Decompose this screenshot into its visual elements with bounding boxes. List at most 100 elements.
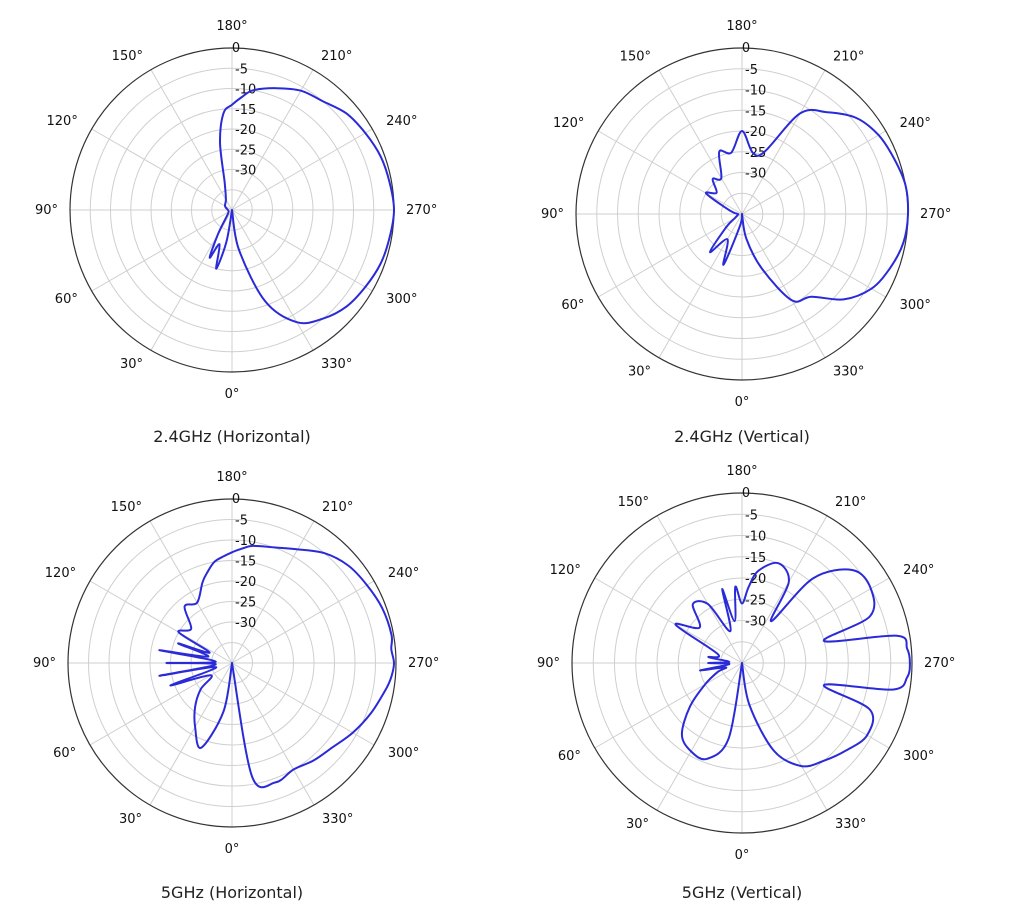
angle-tick-label: 90° xyxy=(33,656,56,671)
angle-tick-label: 90° xyxy=(537,656,560,671)
grid-spoke xyxy=(741,515,828,664)
angle-tick-label: 180° xyxy=(726,464,757,479)
radial-tick-label: -25 xyxy=(235,143,256,158)
angle-tick-label: 180° xyxy=(726,19,757,34)
radial-tick-label: -5 xyxy=(745,63,758,78)
angle-tick-label: 180° xyxy=(216,19,247,34)
radial-tick-label: -10 xyxy=(235,83,256,98)
grid-spoke xyxy=(231,662,375,746)
angle-tick-label: 150° xyxy=(620,49,651,64)
radial-tick-label: 0 xyxy=(742,41,750,56)
radial-tick-label: -30 xyxy=(235,616,256,631)
radial-tick-label: -10 xyxy=(745,530,766,545)
radial-tick-label: -15 xyxy=(745,104,766,119)
radiation-pattern-trace xyxy=(705,108,910,303)
angle-tick-label: 120° xyxy=(45,566,76,581)
angle-tick-label: 270° xyxy=(920,207,951,222)
grid-spoke xyxy=(231,580,375,664)
angle-tick-label: 0° xyxy=(735,848,750,863)
angle-tick-label: 150° xyxy=(111,500,142,515)
angle-tick-label: 0° xyxy=(735,395,750,410)
grid-spoke xyxy=(741,213,826,359)
angle-tick-label: 0° xyxy=(225,842,240,857)
radial-tick-label: -15 xyxy=(235,555,256,570)
grid-spoke xyxy=(594,662,743,749)
grid-spoke xyxy=(231,520,315,664)
grid-spoke xyxy=(741,577,890,664)
radial-tick-label: -5 xyxy=(745,508,758,523)
grid-spoke xyxy=(231,662,315,806)
radial-tick-label: -25 xyxy=(235,596,256,611)
grid-spoke xyxy=(741,662,890,749)
grid-spoke xyxy=(656,662,743,811)
angle-tick-label: 210° xyxy=(835,495,866,510)
radial-tick-label: -20 xyxy=(745,125,766,140)
angle-tick-label: 60° xyxy=(561,298,584,313)
radiation-pattern-trace xyxy=(158,544,395,789)
grid-spoke xyxy=(597,213,743,298)
grid-spoke xyxy=(658,69,743,215)
angle-tick-label: 60° xyxy=(558,749,581,764)
angle-tick-label: 240° xyxy=(900,116,931,131)
angle-tick-label: 30° xyxy=(626,817,649,832)
polar-frame xyxy=(67,498,397,828)
radial-tick-label: -5 xyxy=(235,62,248,77)
angle-tick-label: 30° xyxy=(628,365,651,380)
grid-spoke xyxy=(741,69,826,215)
radial-tick-label: -25 xyxy=(745,593,766,608)
angle-tick-label: 270° xyxy=(924,656,955,671)
caption-5ghz-horizontal: 5GHz (Horizontal) xyxy=(160,883,304,902)
caption-5ghz-vertical: 5GHz (Vertical) xyxy=(681,883,803,902)
radial-tick-label: 0 xyxy=(232,492,240,507)
grid-spoke xyxy=(149,662,233,806)
radiation-pattern-trace xyxy=(208,87,395,325)
grid-spoke xyxy=(149,520,233,664)
angle-tick-label: 240° xyxy=(386,114,417,129)
angle-tick-label: 120° xyxy=(47,114,78,129)
radial-tick-label: -10 xyxy=(745,84,766,99)
radial-tick-label: -15 xyxy=(235,103,256,118)
angle-tick-label: 210° xyxy=(322,500,353,515)
angle-tick-label: 270° xyxy=(408,656,439,671)
angle-tick-label: 60° xyxy=(55,292,78,307)
angle-tick-label: 30° xyxy=(120,357,143,372)
grid-spoke xyxy=(656,515,743,664)
angle-tick-label: 210° xyxy=(321,49,352,64)
radial-tick-label: -15 xyxy=(745,551,766,566)
grid-spoke xyxy=(741,662,828,811)
caption-24ghz-horizontal: 2.4GHz (Horizontal) xyxy=(153,427,311,446)
radial-tick-label: -20 xyxy=(235,575,256,590)
angle-tick-label: 330° xyxy=(833,365,864,380)
angle-tick-label: 90° xyxy=(541,207,564,222)
angle-tick-label: 270° xyxy=(406,203,437,218)
grid-spoke xyxy=(741,130,887,215)
angle-tick-label: 330° xyxy=(322,812,353,827)
radial-tick-label: -30 xyxy=(745,615,766,630)
radial-tick-label: -5 xyxy=(235,514,248,529)
angle-tick-label: 300° xyxy=(900,298,931,313)
radial-tick-label: 0 xyxy=(232,41,240,56)
angle-tick-label: 0° xyxy=(225,387,240,402)
angle-tick-label: 60° xyxy=(53,746,76,761)
angle-tick-label: 300° xyxy=(388,746,419,761)
grid-spoke xyxy=(597,130,743,215)
caption-24ghz-vertical: 2.4GHz (Vertical) xyxy=(674,427,810,446)
radial-tick-label: 0 xyxy=(742,486,750,501)
grid-spoke xyxy=(150,69,233,211)
angle-tick-label: 120° xyxy=(550,563,581,578)
angle-tick-label: 150° xyxy=(618,495,649,510)
angle-tick-label: 180° xyxy=(216,470,247,485)
radial-tick-label: -30 xyxy=(745,167,766,182)
grid-spoke xyxy=(658,213,743,359)
grid-spoke xyxy=(594,577,743,664)
grid-spoke xyxy=(89,662,233,746)
angle-tick-label: 330° xyxy=(321,357,352,372)
grid-spoke xyxy=(741,213,887,298)
grid-spoke xyxy=(91,209,233,292)
angle-tick-label: 300° xyxy=(903,749,934,764)
